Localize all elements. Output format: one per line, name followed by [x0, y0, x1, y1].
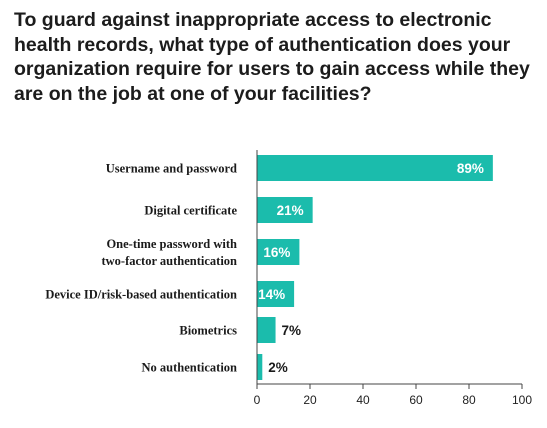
- category-label: two-factor authentication: [101, 254, 237, 268]
- chart-title: To guard against inappropriate access to…: [14, 9, 530, 105]
- bar: [257, 197, 313, 223]
- x-tick-label: 0: [254, 393, 261, 407]
- bar: [257, 317, 276, 343]
- category-label: No authentication: [142, 361, 238, 375]
- x-tick-label: 20: [303, 393, 317, 407]
- value-label: 7%: [282, 323, 302, 338]
- value-label: 89%: [457, 161, 484, 176]
- value-label: 16%: [263, 245, 290, 260]
- category-label: Biometrics: [179, 324, 237, 338]
- value-label: 14%: [258, 287, 285, 302]
- category-label: Digital certificate: [144, 204, 237, 218]
- x-tick-label: 60: [409, 393, 423, 407]
- x-tick-label: 40: [356, 393, 370, 407]
- value-label: 2%: [268, 360, 288, 375]
- value-label: 21%: [277, 203, 304, 218]
- bar: [257, 155, 493, 181]
- category-label: Device ID/risk-based authentication: [45, 288, 237, 302]
- bar: [257, 281, 295, 307]
- category-label: One-time password with: [106, 237, 237, 251]
- bar: [257, 239, 300, 265]
- category-label: Username and password: [106, 162, 237, 176]
- x-tick-label: 80: [462, 393, 476, 407]
- bar: [257, 354, 263, 380]
- x-tick-label: 100: [512, 393, 532, 407]
